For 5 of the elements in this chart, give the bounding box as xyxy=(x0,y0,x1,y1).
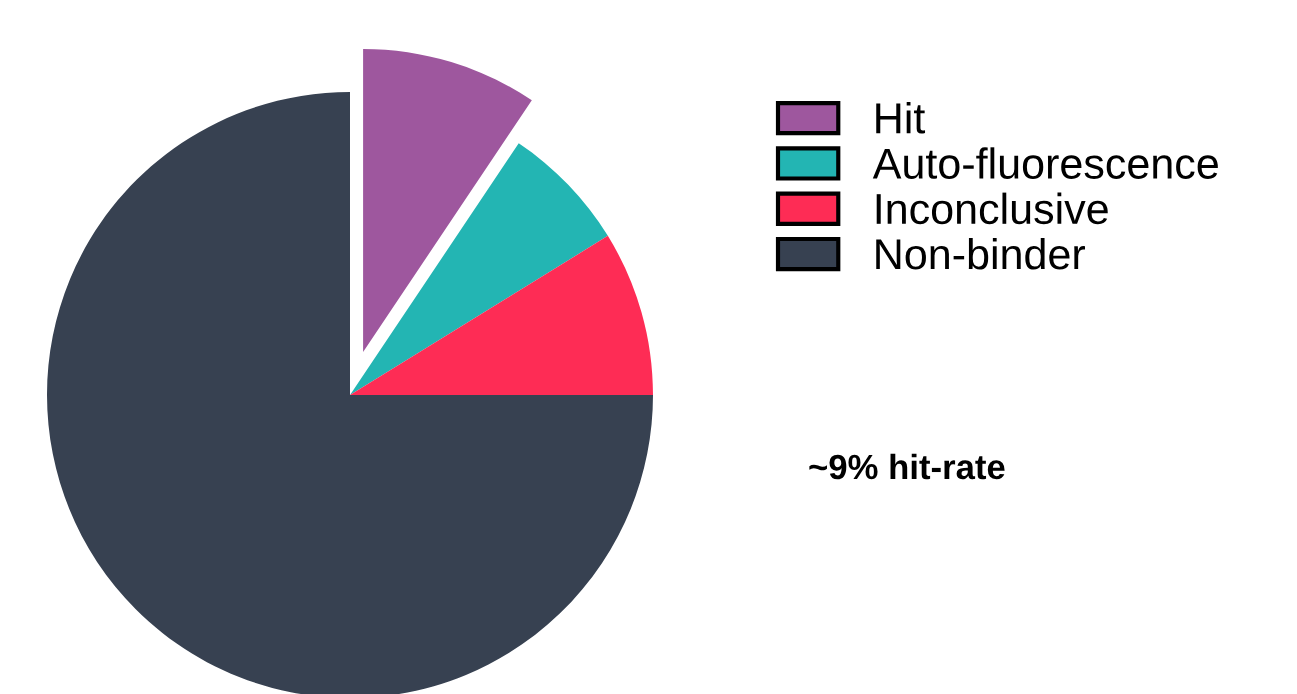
legend-label: Hit xyxy=(876,102,926,134)
legend-label: Non-binder xyxy=(876,237,1086,270)
legend-label: Auto-fluorescence xyxy=(872,147,1218,179)
text: ~9% hit-rate xyxy=(809,453,1005,480)
legend-label: Inconclusive xyxy=(876,192,1108,225)
